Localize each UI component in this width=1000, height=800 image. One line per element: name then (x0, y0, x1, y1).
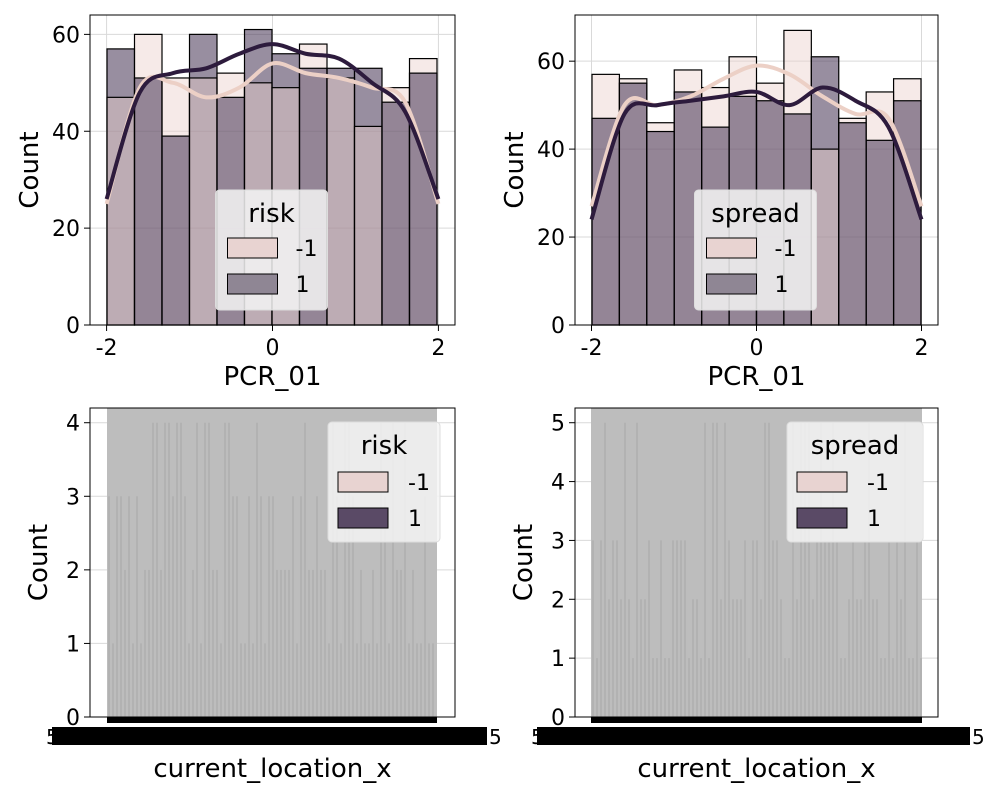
legend-title: risk (361, 431, 408, 461)
histogram-bar (133, 77, 163, 326)
y-tick-label: 0 (551, 706, 565, 731)
legend-title: spread (811, 431, 900, 461)
x-tick-label: 0 (750, 336, 764, 361)
legend-swatch (706, 237, 757, 259)
x-ticks-overlapping (591, 717, 922, 723)
histogram-bar (838, 122, 867, 326)
x-tick-label: 5 (46, 725, 59, 749)
legend-swatch (796, 471, 848, 493)
y-tick-label: 0 (66, 314, 80, 339)
legend-entry-label: -1 (408, 471, 430, 496)
y-tick-label: 40 (52, 120, 80, 145)
legend-entry-label: -1 (775, 237, 797, 262)
legend-swatch (337, 507, 389, 529)
histogram-bar (161, 135, 191, 326)
x-tick-label: 2 (431, 336, 445, 361)
y-tick-label: 60 (52, 23, 80, 48)
y-tick-label: 4 (551, 471, 565, 496)
histogram-bar (353, 67, 383, 326)
legend-swatch (337, 471, 389, 493)
legend-entry-label: -1 (296, 237, 318, 262)
histogram-bar (106, 96, 136, 326)
histogram-bar (326, 67, 356, 326)
x-axis-label: PCR_01 (708, 362, 806, 392)
panel-spread-location: 0 1 2 3 4 5 5 5 current_location_x Count spread -1 1 (509, 407, 985, 784)
histogram-bar (188, 77, 218, 326)
x-ticks-overlapping (107, 717, 437, 723)
y-axis-label: Count (24, 524, 54, 601)
x-tick-label: -2 (581, 336, 603, 361)
legend-swatch (796, 507, 848, 529)
y-tick-label: 60 (537, 50, 565, 75)
legend-swatch (227, 273, 278, 295)
legend-swatch (706, 273, 757, 295)
kde-curve (589, 63, 924, 207)
y-tick-label: 1 (66, 632, 80, 657)
histogram-bar (865, 139, 895, 326)
x-tick-label: 5 (489, 725, 502, 749)
x-tick-label: 0 (266, 336, 280, 361)
y-tick-label: 3 (66, 485, 80, 510)
legend-entry-label: -1 (867, 471, 889, 496)
x-axis-label: PCR_01 (224, 362, 322, 392)
x-tick-label: 5 (531, 725, 544, 749)
histogram-bar (408, 72, 438, 326)
y-tick-label: 20 (52, 217, 80, 242)
y-tick-label: 0 (551, 314, 565, 339)
y-tick-label: 0 (66, 706, 80, 731)
y-tick-label: 2 (66, 559, 80, 584)
x-axis-label: current_location_x (153, 754, 391, 784)
histogram-bar (326, 77, 356, 326)
y-axis-label: Count (500, 131, 530, 208)
y-tick-label: 4 (66, 412, 80, 437)
legend-entry-label: 1 (408, 507, 422, 532)
legend-swatch (227, 237, 278, 259)
legend-title: spread (711, 199, 800, 229)
x-tick-labels-overlapping (52, 727, 487, 745)
panel-risk-location: 0 1 2 3 4 5 5 current_location_x Count risk-1 1 (24, 407, 502, 784)
x-tick-labels-overlapping (537, 727, 970, 745)
y-axis-label: Count (509, 524, 539, 601)
y-tick-label: 1 (551, 647, 565, 672)
x-axis-label: current_location_x (637, 754, 875, 784)
legend-entry-label: 1 (775, 273, 789, 298)
x-tick-label: 5 (972, 725, 985, 749)
y-axis-label: Count (15, 131, 45, 208)
y-tick-label: 40 (537, 138, 565, 163)
legend-entry-label: 1 (296, 273, 310, 298)
histogram-bar (591, 117, 621, 326)
y-tick-label: 2 (551, 588, 565, 613)
x-tick-label: 2 (915, 336, 929, 361)
histogram-bar (381, 101, 411, 326)
y-tick-label: 3 (551, 529, 565, 554)
y-tick-label: 20 (537, 226, 565, 251)
y-tick-label: 5 (551, 412, 565, 437)
legend-title: risk (248, 199, 295, 229)
kde-curve (589, 85, 924, 221)
x-tick-label: -2 (96, 336, 118, 361)
histogram-bar (646, 130, 675, 326)
legend-entry-label: 1 (867, 507, 881, 532)
kde-curve (104, 42, 441, 200)
histogram-bar (353, 125, 383, 326)
